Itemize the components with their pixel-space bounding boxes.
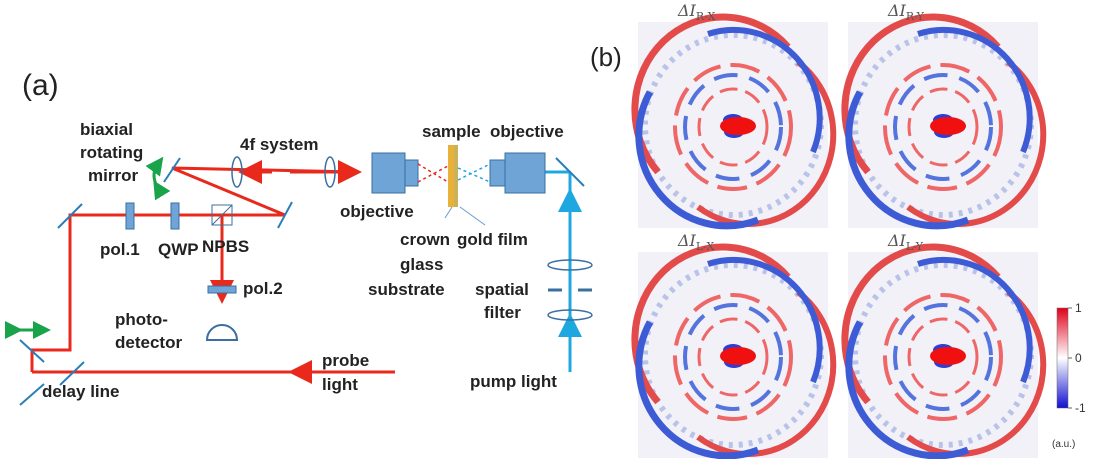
label: pol.1 bbox=[100, 240, 140, 259]
image-panel bbox=[635, 17, 833, 228]
image-panel bbox=[845, 247, 1043, 458]
figure: (a) biaxial rotating mirror 4f system sa… bbox=[0, 0, 1097, 459]
image-title: ΔIL-X bbox=[677, 231, 715, 253]
colorbar-unit: (a.u.) bbox=[1052, 439, 1075, 450]
label: QWP bbox=[158, 240, 199, 259]
label: pump light bbox=[470, 372, 557, 391]
label: objective bbox=[340, 202, 414, 221]
label: spatial bbox=[475, 280, 529, 299]
label: rotating bbox=[80, 143, 143, 162]
label: probe bbox=[322, 351, 369, 370]
colorbar-ticks: 1 0 -1 bbox=[1068, 301, 1086, 415]
title-subscript: L-Y bbox=[906, 240, 924, 253]
image-title: ΔIL-Y bbox=[887, 231, 924, 253]
panel-label: (b) bbox=[590, 42, 622, 72]
colorbar bbox=[1057, 308, 1068, 408]
title-symbol: ΔI bbox=[887, 1, 907, 20]
title-subscript: L-X bbox=[696, 240, 715, 253]
colorbar-tick-label: -1 bbox=[1075, 401, 1086, 415]
label: substrate bbox=[368, 280, 445, 299]
label: delay line bbox=[42, 382, 119, 401]
label: objective bbox=[490, 122, 564, 141]
title-subscript: R-X bbox=[696, 10, 716, 23]
colorbar-tick-label: 1 bbox=[1075, 301, 1082, 315]
label: mirror bbox=[88, 166, 138, 185]
label: 4f system bbox=[240, 135, 318, 154]
label: crown bbox=[400, 230, 450, 249]
colorbar-tick-label: 0 bbox=[1075, 351, 1082, 365]
label: detector bbox=[115, 333, 182, 352]
image-panel bbox=[845, 17, 1043, 228]
image-title: ΔIR-Y bbox=[887, 1, 925, 23]
panel-label: (a) bbox=[22, 69, 59, 102]
label: glass bbox=[400, 255, 443, 274]
label: NPBS bbox=[202, 237, 249, 256]
label: pol.2 bbox=[243, 279, 283, 298]
title-symbol: ΔI bbox=[677, 1, 697, 20]
label: sample bbox=[422, 122, 481, 141]
title-subscript: R-Y bbox=[906, 10, 925, 23]
title-symbol: ΔI bbox=[677, 231, 697, 250]
label: filter bbox=[484, 303, 521, 322]
label: biaxial bbox=[80, 120, 133, 139]
image-title: ΔIR-X bbox=[677, 1, 715, 23]
label: photo- bbox=[115, 310, 168, 329]
image-panel bbox=[635, 247, 833, 458]
label: light bbox=[322, 375, 358, 394]
label: gold film bbox=[457, 230, 528, 249]
title-symbol: ΔI bbox=[887, 231, 907, 250]
